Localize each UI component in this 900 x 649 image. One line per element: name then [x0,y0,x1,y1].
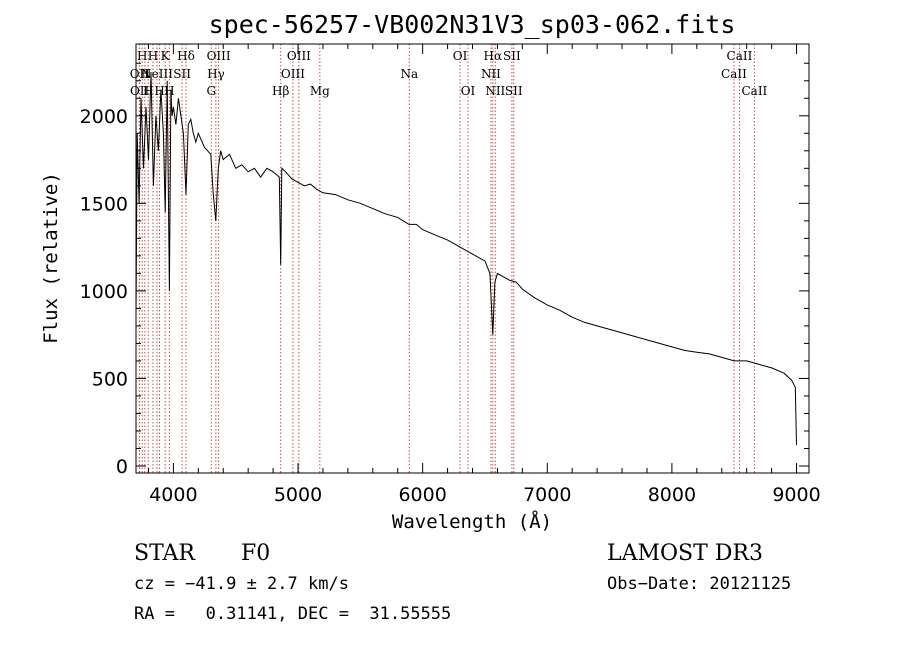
line-label-22: NII [481,67,501,81]
y-tick-label-1: 500 [92,368,128,390]
line-label-18: Mg [310,84,330,98]
spectrum-figure: spec-56257-VB002N31V3_sp03-062.fits OII O… [0,0,900,649]
y-axis-label: Flux (relative) [40,172,62,344]
emission-line-labels: OIIOIIHHHHNeIIIHKHSIIHδGHγOIIIHβOIIIOIII… [130,49,768,98]
plot-frame [136,44,809,473]
survey-name: LAMOST DR3 [607,541,763,566]
line-label-2: H [137,49,147,63]
y-tick-label-2: 1000 [80,281,128,303]
object-type: STAR [134,541,196,566]
y-tick-label-3: 1500 [80,193,128,215]
line-label-15: Hβ [272,84,289,98]
x-axis-ticks: 4000 5000 6000 7000 8000 9000 [148,44,820,506]
x-tick-label-4: 8000 [648,484,696,506]
spectrum-line [136,72,797,445]
line-label-24: NII [485,84,505,98]
x-tick-label-2: 6000 [398,484,446,506]
line-label-13: Hγ [207,67,225,81]
line-label-29: CaII [741,84,767,98]
line-label-11: Hδ [177,49,195,63]
line-label-19: Na [400,67,418,81]
line-label-20: OI [453,49,468,63]
redshift-cz: cz = −41.9 ± 2.7 km/s [134,574,349,594]
line-label-28: CaII [727,49,753,63]
y-tick-label-0: 0 [116,456,128,478]
x-tick-label-3: 7000 [523,484,571,506]
x-axis-label: Wavelength (Å) [392,510,552,533]
y-tick-label-4: 2000 [80,106,128,128]
chart-title: spec-56257-VB002N31V3_sp03-062.fits [209,10,736,39]
line-label-8: K [161,49,171,63]
line-label-12: G [206,84,216,98]
line-label-27: CaII [721,67,747,81]
ra-dec-coordinates: RA = 0.31141, DEC = 31.55555 [134,604,451,624]
line-label-17: OIII [287,49,311,63]
line-label-16: OIII [281,67,305,81]
emission-line-markers [139,44,754,473]
line-label-10: SII [173,67,191,81]
line-label-6: NeIII [141,67,173,81]
observation-date: Obs−Date: 20121125 [607,574,791,594]
line-label-25: SII [503,49,521,63]
spectrum-chart: spec-56257-VB002N31V3_sp03-062.fits OIIO… [0,0,900,649]
line-label-21: OI [461,84,476,98]
line-label-14: OIII [207,49,231,63]
line-label-26: SII [505,84,523,98]
line-label-5: H [148,49,158,63]
y-axis-ticks: 0 500 1000 1500 2000 [80,63,809,478]
x-tick-label-0: 4000 [149,484,197,506]
line-label-23: Hα [484,49,503,63]
line-label-9: H [164,84,174,98]
x-tick-label-5: 9000 [772,484,820,506]
spectral-subclass: F0 [241,541,270,566]
x-tick-label-1: 5000 [274,484,322,506]
